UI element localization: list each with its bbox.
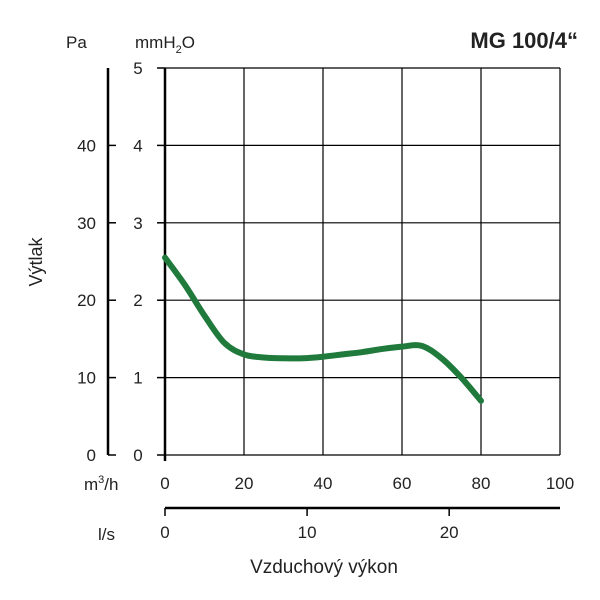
tick-label-pa: 20	[77, 291, 96, 310]
y-axis-title: Výtlak	[26, 236, 46, 286]
chart-title: MG 100/4“	[470, 28, 578, 53]
tick-label-mmh2o: 3	[133, 214, 142, 233]
tick-label-pa: 40	[77, 136, 96, 155]
tick-label-mmh2o: 1	[133, 369, 142, 388]
tick-labels: 0 1 2 3 4 5 0 10 20 30 40 0 20 40 60 80 100 0 10 20	[77, 59, 574, 542]
grid	[165, 67, 561, 456]
tick-label-m3h: 20	[235, 474, 254, 493]
tick-label-m3h: 0	[160, 474, 169, 493]
tick-label-m3h: 60	[393, 474, 412, 493]
tick-label-m3h: 40	[314, 474, 333, 493]
tick-label-m3h: 80	[472, 474, 491, 493]
x-unit-ls: l/s	[98, 525, 115, 544]
tick-label-pa: 10	[77, 369, 96, 388]
x-axis-title: Vzduchový výkon	[250, 557, 398, 578]
tick-label-mmh2o: 5	[133, 59, 142, 78]
y-unit-mmh2o: mmH2O	[135, 33, 195, 56]
y-unit-pa: Pa	[66, 33, 87, 52]
axes	[106, 68, 560, 510]
tick-label-ls: 0	[160, 523, 169, 542]
x-unit-m3h: m3/h	[84, 474, 118, 494]
series-group	[162, 254, 484, 404]
tick-label-pa: 30	[77, 214, 96, 233]
tick-label-mmh2o: 0	[133, 446, 142, 465]
tick-label-ls: 10	[298, 523, 317, 542]
tick-label-m3h: 100	[546, 474, 574, 493]
tick-label-mmh2o: 2	[133, 291, 142, 310]
tick-label-ls: 20	[440, 523, 459, 542]
tick-label-pa: 0	[87, 446, 96, 465]
tick-label-mmh2o: 4	[133, 136, 142, 155]
series-line	[162, 254, 484, 404]
